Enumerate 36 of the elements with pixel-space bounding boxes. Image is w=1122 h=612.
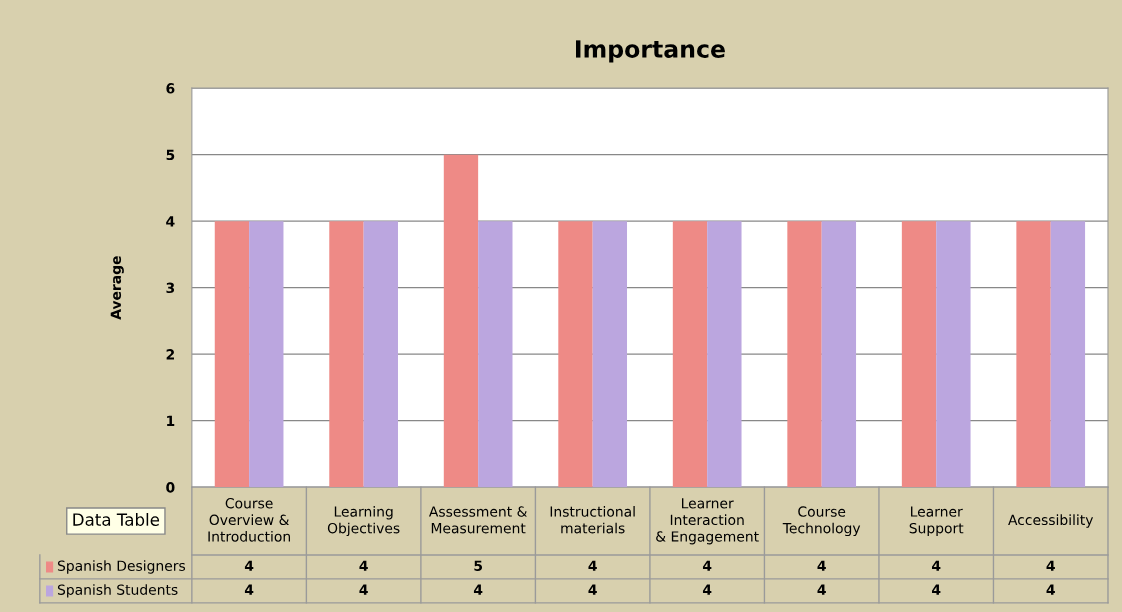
x-tick-label: Learning Objectives bbox=[327, 506, 400, 537]
data-label: 4 bbox=[244, 560, 254, 571]
y-tick-label: 5 bbox=[166, 149, 175, 161]
data-label: 4 bbox=[588, 584, 597, 595]
text: Data Table bbox=[73, 513, 160, 526]
data-label: 4 bbox=[932, 560, 941, 571]
data-label: 5 bbox=[474, 560, 483, 571]
x-tick-label: Assessment & Measurement bbox=[428, 506, 527, 534]
y-tick-label: 4 bbox=[166, 216, 175, 227]
y-tick-label: 6 bbox=[166, 83, 175, 94]
data-label: 4 bbox=[588, 560, 597, 571]
data-label: 4 bbox=[473, 584, 483, 595]
x-tick-label: Learner Interaction & Engagement bbox=[656, 498, 759, 545]
y-axis-title: Average bbox=[110, 256, 124, 320]
y-tick-label: 1 bbox=[167, 415, 175, 426]
x-tick-label: Learner Support bbox=[909, 506, 964, 537]
data-label: 4 bbox=[817, 560, 826, 571]
x-tick-label: Instructional materials bbox=[550, 506, 635, 534]
data-label: 4 bbox=[1046, 560, 1055, 571]
data-label: 4 bbox=[1046, 584, 1055, 595]
x-tick-label: Course Technology bbox=[782, 506, 861, 537]
x-tick-label: Accessibility bbox=[1008, 514, 1094, 528]
chart-title: Importance bbox=[575, 40, 725, 63]
data-label: 4 bbox=[244, 584, 254, 595]
legend-label: Spanish Designers bbox=[57, 560, 186, 574]
data-label: 4 bbox=[932, 584, 941, 595]
data-label: 4 bbox=[702, 560, 712, 571]
x-tick-label: Course Overview & Introduction bbox=[208, 497, 290, 542]
legend-label: Spanish Students bbox=[57, 584, 178, 598]
y-tick-label: 3 bbox=[166, 282, 175, 294]
data-label: 4 bbox=[702, 584, 712, 595]
data-label: 4 bbox=[359, 560, 368, 571]
data-label: 4 bbox=[817, 584, 826, 595]
y-tick-label: 2 bbox=[166, 349, 174, 360]
data-label: 4 bbox=[359, 584, 368, 595]
y-tick-label: 0 bbox=[166, 482, 175, 493]
